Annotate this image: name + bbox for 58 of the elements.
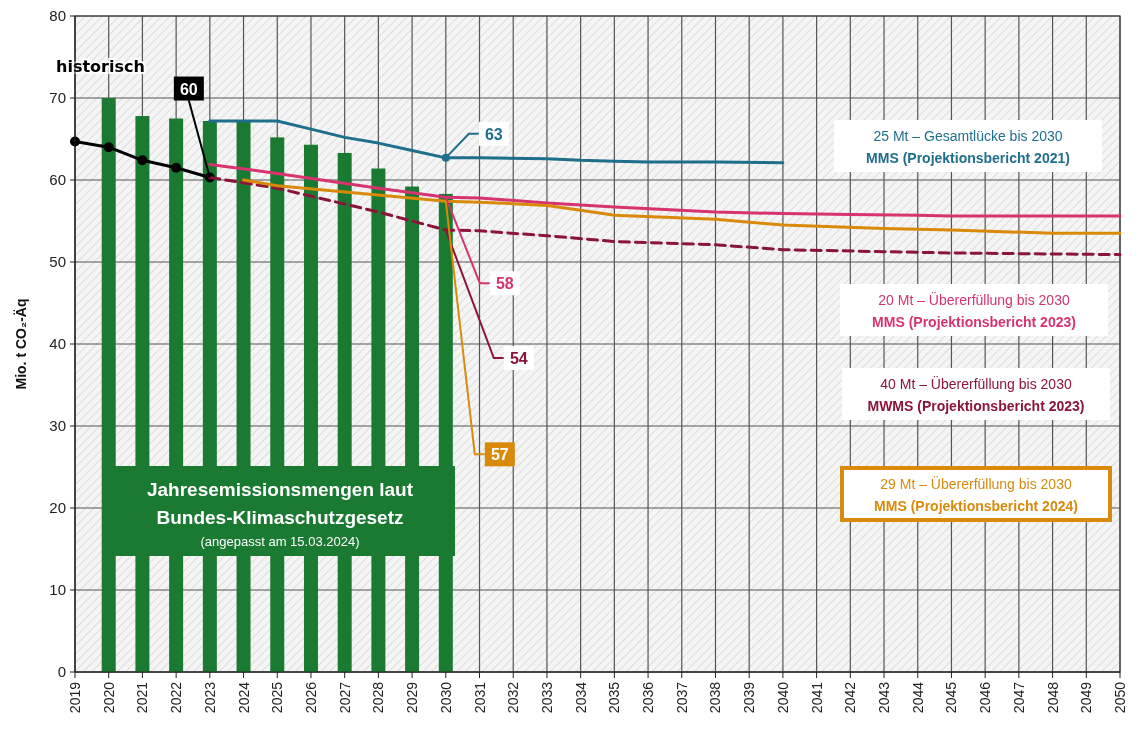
x-tick-label: 2047: [1010, 681, 1027, 714]
x-tick-label: 2027: [336, 681, 353, 714]
x-tick-label: 2020: [100, 681, 117, 714]
data-label: 63: [484, 125, 503, 143]
x-tick-label: 2035: [606, 681, 623, 714]
data-label: 60: [179, 80, 198, 98]
x-tick-label: 2025: [269, 681, 286, 714]
y-tick-label: 50: [49, 253, 66, 270]
x-tick-label: 2033: [538, 681, 555, 714]
y-tick-label: 30: [49, 417, 66, 434]
text: 20 Mt – Übererfüllung bis 2030 MMS (Projektionsbericht 2023): [872, 291, 1076, 330]
y-tick-label: 60: [49, 171, 66, 188]
x-tick-label: 2019: [67, 681, 83, 714]
text: 40 Mt – Übererfüllung bis 2030 MWMS (Projektionsbericht 2023): [867, 375, 1085, 414]
point: [103, 142, 114, 153]
y-tick-label: 0: [57, 663, 66, 680]
bar: [101, 98, 116, 672]
x-tick-label: 2041: [808, 681, 825, 714]
y-tick-label: 70: [49, 89, 66, 106]
x-tick-label: 2024: [235, 681, 252, 714]
x-tick-label: 2030: [437, 681, 454, 714]
x-tick-label: 2023: [201, 681, 218, 714]
x-tick-label: 2029: [404, 681, 421, 714]
x-tick-label: 2038: [707, 681, 724, 714]
y-tick-label: 40: [49, 335, 66, 352]
x-tick-label: 2032: [505, 681, 522, 714]
data-label: 57: [490, 446, 509, 464]
x-tick-label: 2049: [1078, 681, 1095, 714]
x-tick-label: 2040: [774, 681, 791, 714]
x-tick-label: 2042: [842, 681, 859, 714]
x-tick-label: 2031: [471, 681, 488, 714]
x-tick-label: 2046: [977, 681, 994, 714]
x-tick-label: 2036: [640, 681, 657, 714]
x-tick-label: 2028: [370, 681, 387, 714]
y-tick-label: 80: [49, 7, 66, 24]
y-tick-label: 20: [49, 499, 66, 516]
text: 25 Mt – Gesamtlücke bis 2030 MMS (Projektionsbericht 2021): [866, 128, 1070, 166]
y-tick-label: 10: [49, 581, 66, 598]
x-tick-label: 2034: [572, 681, 589, 714]
x-tick-label: 2048: [1044, 681, 1061, 714]
x-tick-label: 2021: [134, 681, 151, 714]
x-tick-label: 2022: [168, 681, 185, 714]
data-label: 54: [509, 350, 528, 368]
series-label: Jahresemissionsmengen laut Bundes-Klimaschutzgesetz (angepasst am 15.03.2024): [146, 479, 414, 549]
x-tick-label: 2044: [909, 681, 926, 714]
point: [137, 155, 148, 166]
line-series: [208, 119, 785, 165]
y-axis-title: Mio. t CO₂-Äq: [13, 298, 29, 390]
x-tick-label: 2043: [876, 681, 893, 714]
x-tick-label: 2050: [1112, 681, 1128, 714]
point: [441, 153, 450, 162]
point: [171, 162, 182, 173]
x-tick-label: 2037: [673, 681, 690, 714]
x-tick-label: 2039: [741, 681, 758, 714]
x-tick-label: 2045: [943, 681, 960, 714]
data-label: 58: [495, 275, 514, 293]
x-tick-label: 2026: [302, 681, 319, 714]
text: 29 Mt – Übererfüllung bis 2030 MMS (Projektionsbericht 2024): [874, 475, 1078, 514]
